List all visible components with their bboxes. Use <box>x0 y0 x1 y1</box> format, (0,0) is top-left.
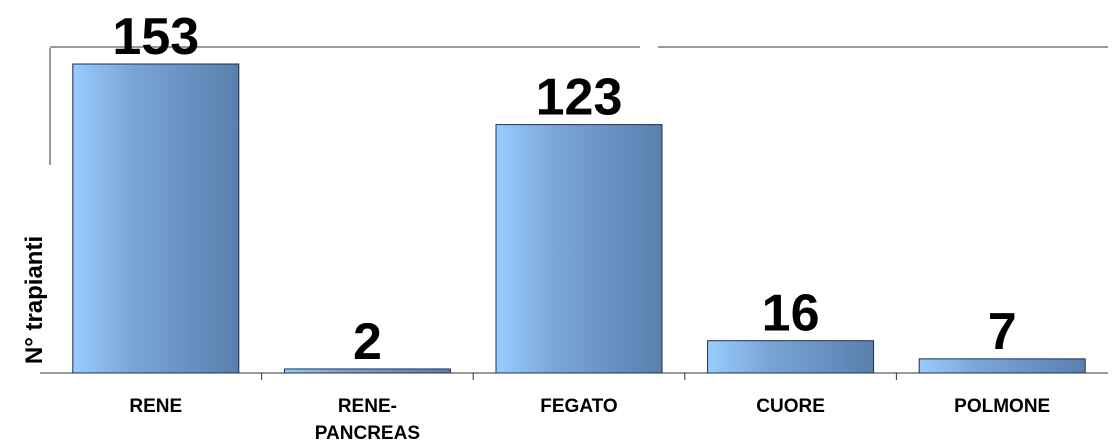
value-label: 16 <box>762 285 820 343</box>
value-label: 2 <box>353 313 382 371</box>
category-label: RENE <box>129 396 182 417</box>
value-labels-group: 153 2 123 16 7 <box>112 8 1016 371</box>
category-label: RENE-PANCREAS <box>315 396 420 441</box>
category-label: FEGATO <box>540 396 617 417</box>
value-label: 123 <box>536 69 623 127</box>
bars-group <box>72 63 1086 374</box>
bar <box>918 358 1086 374</box>
bar <box>707 340 875 374</box>
bar <box>283 368 451 374</box>
category-label: POLMONE <box>954 396 1050 417</box>
category-label: CUORE <box>756 396 825 417</box>
bar <box>72 63 240 374</box>
category-labels-group: RENE RENE-PANCREAS FEGATO CUORE POLMONE <box>129 396 1050 444</box>
bar <box>495 124 663 374</box>
value-label: 7 <box>988 303 1017 361</box>
value-label: 153 <box>112 8 199 66</box>
y-axis-label: N° trapianti <box>21 236 48 364</box>
